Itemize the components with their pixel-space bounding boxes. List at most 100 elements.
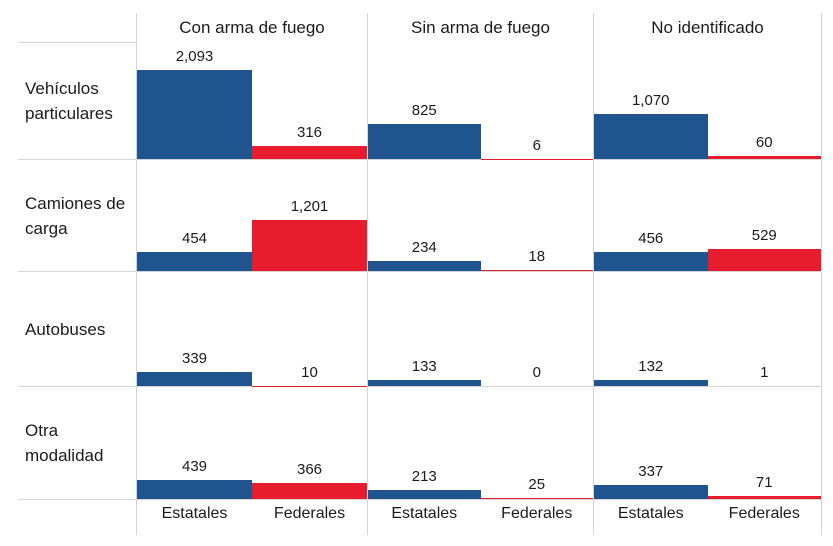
- chart-panel: 825 6: [367, 43, 593, 160]
- value-label: 2,093: [175, 48, 214, 65]
- bar-group-estatales: 454: [137, 160, 252, 271]
- value-label: 1,201: [290, 197, 329, 215]
- chart-panel: 454 1,201: [136, 160, 367, 272]
- value-label: 132: [638, 358, 664, 376]
- value-label: 366: [296, 461, 323, 479]
- bar-group-federales: 366: [252, 387, 367, 499]
- column-header-label: No identificado: [651, 18, 764, 37]
- bar-federales: [480, 270, 593, 271]
- bar-estatales: [368, 123, 481, 159]
- bar-federales: [707, 248, 821, 271]
- column-header-label: Sin arma de fuego: [411, 18, 550, 37]
- value-label: 529: [751, 226, 777, 244]
- bar-federales: [480, 497, 593, 499]
- value-label: 1: [760, 363, 769, 381]
- axis-label-estatales: Estatales: [617, 505, 684, 522]
- chart-panel: 132 1: [593, 272, 822, 387]
- x-axis-labels: Estatales Federales: [593, 500, 822, 535]
- row-label: Camiones de carga: [18, 160, 136, 272]
- value-label: 133: [411, 358, 437, 376]
- chart-panel: 213 25: [367, 387, 593, 500]
- axis-label-federales: Federales: [273, 505, 346, 522]
- column-header: Con arma de fuego: [136, 13, 367, 43]
- bar-group-estatales: 825: [368, 43, 481, 159]
- value-label: 337: [638, 462, 664, 480]
- value-label: 316: [296, 123, 323, 141]
- column-header: Sin arma de fuego: [367, 13, 593, 43]
- bar-group-estatales: 339: [137, 272, 252, 386]
- bar-group-estatales: 133: [368, 272, 481, 386]
- x-axis-labels: Estatales Federales: [136, 500, 367, 535]
- bar-group-federales: 60: [707, 43, 821, 159]
- bar-group-federales: 10: [252, 272, 367, 386]
- value-label: 825: [411, 101, 437, 119]
- axis-label-estatales: Estatales: [161, 505, 228, 522]
- value-label: 234: [411, 239, 437, 257]
- chart-panel: 234 18: [367, 160, 593, 272]
- value-label: 18: [528, 248, 546, 266]
- bar-estatales: [137, 371, 252, 386]
- value-label: 339: [181, 349, 208, 367]
- bar-group-federales: 1,201: [252, 160, 367, 271]
- bar-group-estatales: 439: [137, 387, 252, 499]
- chart-grid: Con arma de fuego Sin arma de fuego No i…: [18, 13, 822, 535]
- bar-group-estatales: 337: [594, 387, 708, 499]
- bar-group-estatales: 2,093: [137, 43, 252, 159]
- value-label: 60: [755, 134, 773, 152]
- bar-estatales: [368, 380, 481, 386]
- value-label: 71: [755, 473, 773, 491]
- bar-group-federales: 1: [707, 272, 821, 386]
- x-axis-labels: Estatales Federales: [367, 500, 593, 535]
- row-label: Vehículos particulares: [18, 43, 136, 160]
- bar-group-federales: 18: [480, 160, 593, 271]
- bar-estatales: [137, 70, 252, 159]
- value-label: 213: [411, 467, 437, 485]
- bar-group-federales: 6: [480, 43, 593, 159]
- bar-federales: [252, 219, 367, 271]
- bar-group-federales: 0: [481, 272, 594, 386]
- bar-federales: [252, 145, 367, 159]
- bar-estatales: [594, 484, 708, 499]
- bar-federales: [707, 156, 821, 159]
- bar-group-federales: 71: [707, 387, 821, 499]
- axis-label-federales: Federales: [728, 505, 800, 522]
- bar-estatales: [594, 251, 708, 271]
- corner-cell: [18, 13, 136, 43]
- axis-label-estatales: Estatales: [391, 505, 458, 522]
- bar-group-federales: 316: [252, 43, 367, 159]
- bar-estatales: [594, 380, 708, 386]
- chart-panel: 1,070 60: [593, 43, 822, 160]
- column-header-label: Con arma de fuego: [179, 18, 325, 37]
- value-label: 6: [532, 136, 541, 154]
- chart-panel: 337 71: [593, 387, 822, 500]
- bar-group-estatales: 234: [368, 160, 481, 271]
- row-label: Otra modalidad: [18, 387, 136, 500]
- value-label: 25: [528, 475, 546, 493]
- bar-estatales: [594, 113, 708, 159]
- bar-group-estatales: 132: [594, 272, 708, 386]
- bar-estatales: [137, 251, 252, 271]
- bar-estatales: [368, 261, 481, 271]
- value-label: 10: [301, 363, 318, 381]
- bar-estatales: [137, 480, 252, 499]
- bar-group-estatales: 213: [368, 387, 481, 499]
- chart-panel: 439 366: [136, 387, 367, 500]
- bar-federales: [252, 483, 367, 499]
- column-header: No identificado: [593, 13, 822, 43]
- chart-panel: 339 10: [136, 272, 367, 387]
- value-label: 456: [638, 229, 664, 247]
- value-label: 439: [181, 458, 208, 476]
- value-label: 454: [181, 229, 208, 247]
- bar-estatales: [368, 489, 481, 499]
- bar-group-federales: 529: [707, 160, 821, 271]
- axis-spacer: [18, 500, 136, 535]
- bar-group-federales: 25: [480, 387, 593, 499]
- bar-federales: [707, 495, 821, 499]
- axis-label-federales: Federales: [501, 505, 573, 522]
- row-label: Autobuses: [18, 272, 136, 387]
- value-label: 1,070: [631, 91, 670, 109]
- value-label: 0: [532, 364, 541, 381]
- bar-group-estatales: 456: [594, 160, 708, 271]
- bar-group-estatales: 1,070: [594, 43, 708, 159]
